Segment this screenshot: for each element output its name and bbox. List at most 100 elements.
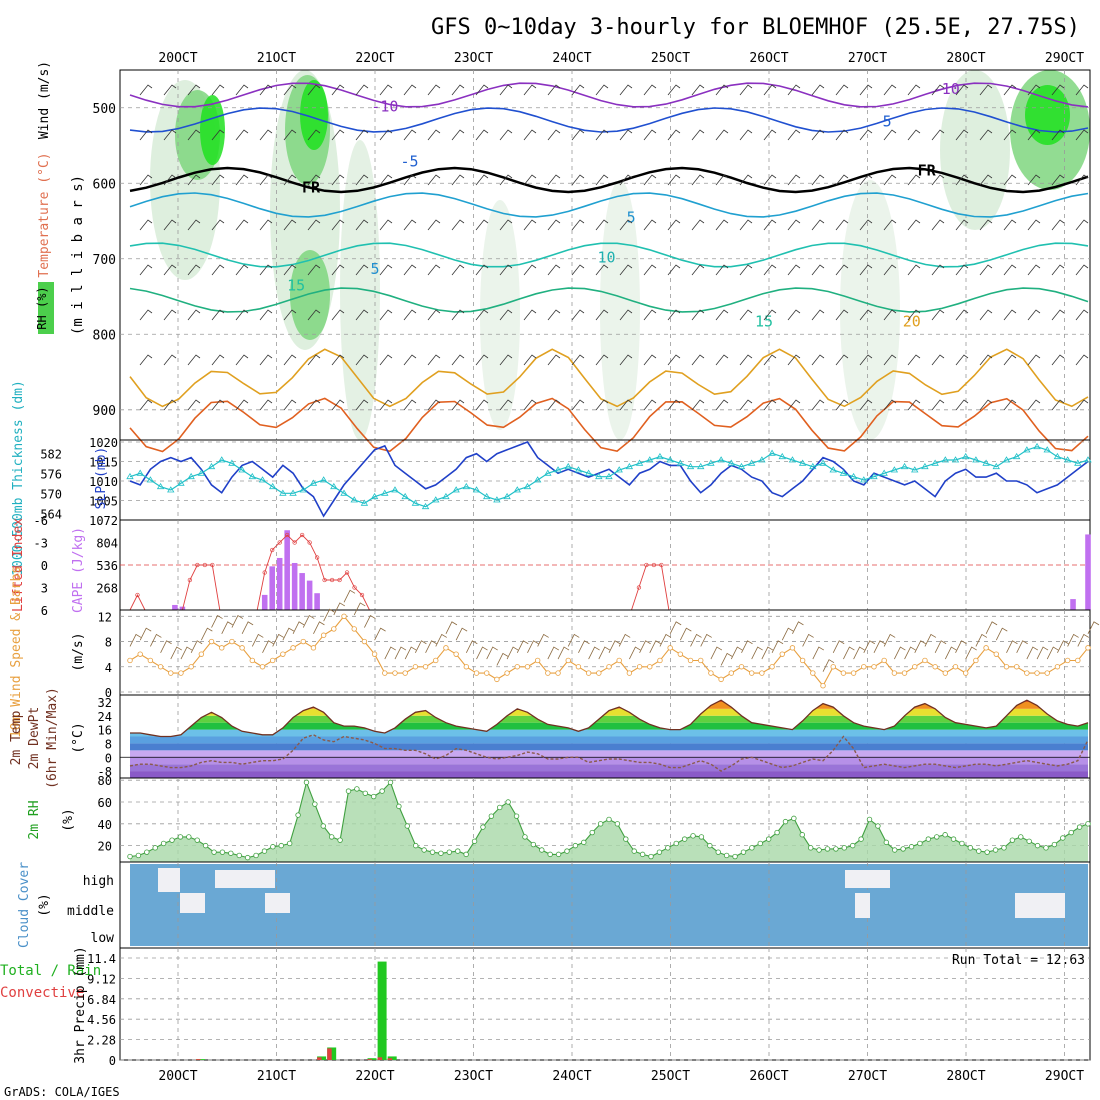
wind-barb-10m [761,646,774,660]
temp-band [130,764,1088,772]
thickness-marker [1053,452,1062,460]
rh-area [130,782,1088,862]
wind-speed-marker [922,657,928,664]
wind-barb [667,84,681,96]
wind-speed-marker [229,638,235,645]
rh-marker [942,832,948,838]
wind-barb [211,264,225,276]
li-marker [285,532,290,538]
rh-marker [455,848,461,854]
precip-bar [387,1056,397,1060]
wind-speed-marker [616,657,622,664]
rh-marker [1001,845,1007,851]
wind-barb [979,129,993,141]
rh-marker [892,847,898,853]
rh2m-units: (%) [61,808,76,831]
rh-marker [774,829,780,836]
wind-barb [859,219,873,231]
wind-speed-marker [1044,670,1050,676]
wind-barb [1027,129,1041,141]
wind-barb [379,309,393,321]
wind-barb-10m [506,646,519,660]
wind-speed-marker [861,664,867,670]
wind-speed-marker [769,664,775,670]
cape-bar [276,557,283,610]
wind-speed-marker [168,670,174,676]
minmax-label: (6hr Min/Max) [45,687,60,789]
wind-barb-10m [965,646,977,660]
rh-marker [337,837,343,843]
pressure-tick-label: 900 [93,404,116,419]
rh-marker [606,816,612,823]
wind-speed-marker [759,670,765,676]
wind-barb [715,399,729,411]
thickness-tick-label: 576 [40,467,62,481]
cloud-clear-patch [265,893,290,913]
wind-barb [763,399,777,411]
wind-barb-10m [455,627,468,641]
pressure-units-label: (m i l l i b a r s) [70,175,86,335]
bottom-date-label: 24OCT [552,1069,591,1084]
thickness-marker [401,492,409,500]
wind-barb [859,354,873,366]
wind-barb [763,219,777,231]
wind-barb [211,84,225,96]
wind-barb [331,84,345,96]
wind-barb [307,354,321,366]
wind-tick-label: 8 [105,636,112,650]
rh-marker [723,852,730,859]
wind-barb [307,264,321,276]
thickness-marker [890,466,899,473]
wind-barb [1027,174,1041,186]
rh-marker [866,816,873,823]
wind-barb [883,174,897,186]
wind-barb [331,354,345,366]
convective-bar [387,1058,393,1060]
li-marker [329,577,335,583]
cloud-units: (%) [37,893,52,916]
wind-barb [715,129,729,141]
wind-barb [403,399,417,411]
rh-marker [362,790,368,796]
wind-barb [499,309,513,321]
wind-barb [739,84,753,96]
thickness-marker [493,496,501,503]
cloud-clear-patch [180,893,205,913]
rh-marker [581,839,587,846]
wind-barb-10m [649,640,661,653]
precip-tick-label: 11.4 [87,952,116,966]
thickness-marker [798,459,807,466]
wind-barb [595,174,609,186]
rh-marker [1051,841,1058,848]
bottom-date-label: 25OCT [651,1069,690,1084]
wind-speed-marker [687,657,694,664]
li-marker [270,547,275,553]
rh-marker [908,844,915,850]
li-marker [651,562,657,568]
wind-barb-10m [781,627,794,641]
li-marker [210,562,215,568]
wind-speed-marker [657,657,663,664]
rh-marker [841,845,847,851]
rh-marker [446,849,453,855]
wind-barb [379,264,393,276]
temp-label: 2m Temp [9,710,24,765]
wind-speed-marker [524,664,531,670]
wind-barb [451,174,465,186]
thickness-marker [788,456,797,463]
rh-marker [1076,824,1083,830]
thickness-marker [809,462,817,470]
rh-shade [940,70,1010,230]
wind-barb-10m [465,640,478,653]
wind-barb [811,219,825,231]
wind-speed-marker [677,651,684,657]
rh-marker [816,847,822,853]
thickness-marker [381,489,389,496]
wind-barb [571,399,585,411]
rh-marker [934,834,940,840]
wind-barb [1027,219,1041,231]
thickness-marker [615,466,623,473]
precip-convective-label: Convective [0,985,84,1001]
rh-marker [799,832,805,838]
wind-speed-marker [371,651,378,657]
